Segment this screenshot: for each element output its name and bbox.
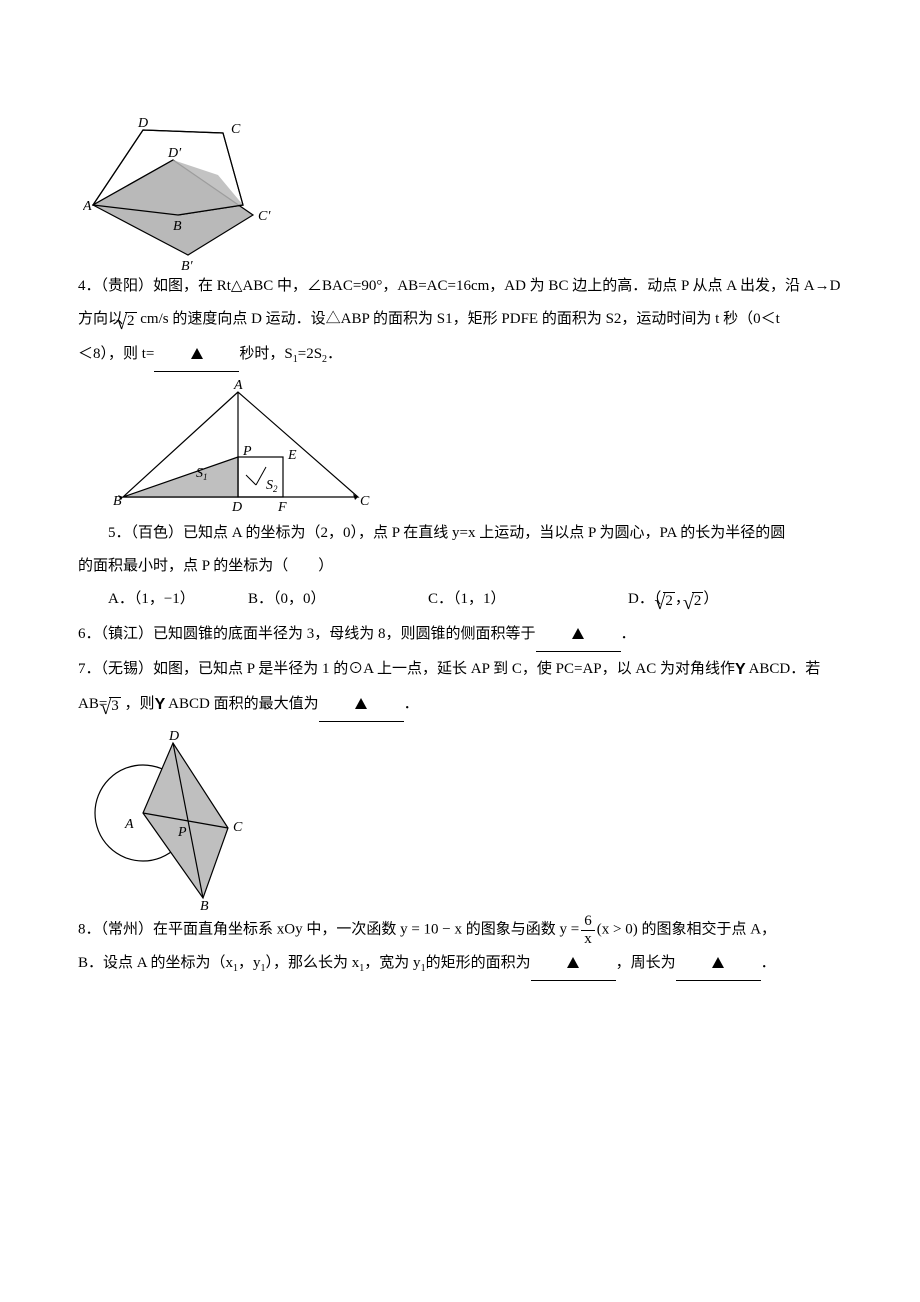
lb-S1: S xyxy=(196,466,203,481)
sqrt-2: √2 xyxy=(123,305,137,338)
lc-A: A xyxy=(124,817,134,832)
q7-l1: 7．（无锡）如图，已知点 P 是半径为 1 的⊙A 上一点，延长 AP 到 C，… xyxy=(78,661,735,677)
frac-6x: 6x xyxy=(581,913,595,947)
blank-q8b xyxy=(676,947,761,981)
q4-l3c: =2S xyxy=(298,346,322,362)
label-C: C xyxy=(231,122,241,137)
lc-D: D xyxy=(168,729,179,744)
q8-l2c: ），那么长为 x xyxy=(266,955,360,971)
tri-icon xyxy=(712,957,724,968)
tri-icon xyxy=(572,628,584,639)
blank-q8a xyxy=(531,947,616,981)
figure-circle-para: A P C D B xyxy=(83,728,842,913)
lb-D: D xyxy=(231,500,242,515)
frac-num: 6 xyxy=(581,913,595,931)
q4-l3a: ＜8），则 t= xyxy=(78,346,154,362)
svg-fig-c: A P C D B xyxy=(83,728,253,913)
q7-l2c: ABCD 面积的最大值为 xyxy=(165,696,318,712)
lc-P: P xyxy=(177,825,187,840)
q8-a: 8．（常州）在平面直角坐标系 xOy 中，一次函数 xyxy=(78,922,396,938)
q6-b: ． xyxy=(621,626,636,642)
tri-icon xyxy=(191,348,203,359)
q8-l2a: B．设点 A 的坐标为（x xyxy=(78,955,233,971)
blank-q6 xyxy=(536,618,621,652)
q5-options: A．（1，−1） B．（0，0） C．（1，1） D．（√2，√2） xyxy=(78,583,842,618)
q4-line1: 4．（贵阳）如图，在 Rt△ABC 中，∠BAC=90°，AB=AC=16cm，… xyxy=(78,270,842,303)
q8-eq1: y = 10 − x xyxy=(400,922,462,938)
parallelogram-icon-2: Y xyxy=(155,696,166,713)
lb-E: E xyxy=(287,448,297,463)
parallelogram-icon: Y xyxy=(735,661,746,678)
q6: 6．（镇江）已知圆锥的底面半径为 3，母线为 8，则圆锥的侧面积等于 ． xyxy=(78,618,842,652)
q8-l2e: 的矩形的面积为 xyxy=(426,955,531,971)
label-Cp: C′ xyxy=(258,209,271,224)
lb-S1-sub: 1 xyxy=(203,472,208,482)
q8-line1: 8．（常州）在平面直角坐标系 xOy 中，一次函数 y = 10 − x 的图象… xyxy=(78,913,842,947)
q6-a: 6．（镇江）已知圆锥的底面半径为 3，母线为 8，则圆锥的侧面积等于 xyxy=(78,626,536,642)
blank-q4 xyxy=(154,338,239,372)
q5-line1: 5．（百色）已知点 A 的坐标为（2，0），点 P 在直线 y=x 上运动，当以… xyxy=(78,517,842,550)
svg-fig-b: A B C D E F P S1 S2 xyxy=(108,377,378,517)
q8-b: 的图象与函数 xyxy=(466,922,556,938)
label-B: B xyxy=(173,219,182,234)
q5-line2: 的面积最小时，点 P 的坐标为（ ） xyxy=(78,550,842,583)
sqrt-d2: √2 xyxy=(690,585,704,618)
q7-l2d: ． xyxy=(404,696,419,712)
blank-q7 xyxy=(319,688,404,722)
opt-a: A．（1，−1） xyxy=(108,583,248,618)
lb-P: P xyxy=(242,444,252,459)
opt-b: B．（0，0） xyxy=(248,583,428,618)
q4-l3d: ． xyxy=(327,346,342,362)
lc-B: B xyxy=(200,899,209,913)
q4-line2: 方向以√2 cm/s 的速度向点 D 运动．设△ABP 的面积为 S1，矩形 P… xyxy=(78,303,842,338)
lb-F: F xyxy=(277,500,287,515)
q8-l2d: ，宽为 y xyxy=(364,955,420,971)
q7-l2b: ，则 xyxy=(121,696,155,712)
tri-icon xyxy=(567,957,579,968)
q8-l2g: ． xyxy=(761,955,776,971)
figure-triangle: A B C D E F P S1 S2 xyxy=(108,377,842,517)
opt-d-post: ） xyxy=(703,591,718,607)
label-Dp: D′ xyxy=(167,146,182,161)
opt-d: D．（√2，√2） xyxy=(628,583,718,618)
q4-l3b: 秒时，S xyxy=(239,346,292,362)
q8-eq2pre: y = xyxy=(560,922,580,938)
figure-rhombus: A B C D B′ C′ D′ xyxy=(83,115,842,270)
lb-S2-sub: 2 xyxy=(273,484,278,494)
label-D: D xyxy=(137,116,148,131)
lc-C: C xyxy=(233,820,243,835)
sqrt-3: √3 xyxy=(107,690,121,723)
svg-fig-a: A B C D B′ C′ D′ xyxy=(83,115,283,270)
q4-line3: ＜8），则 t=秒时，S1=2S2． xyxy=(78,338,842,372)
q4-l2b: cm/s 的速度向点 D 运动．设△ABP 的面积为 S1，矩形 PDFE 的面… xyxy=(137,311,780,327)
opt-c: C．（1，1） xyxy=(428,583,628,618)
q8-l2b: ，y xyxy=(238,955,261,971)
sqrt-d1: √2 xyxy=(661,585,675,618)
lb-A: A xyxy=(233,378,243,393)
q7-line2: AB=√3 ，则Y ABCD 面积的最大值为． xyxy=(78,687,842,723)
label-Bp: B′ xyxy=(181,259,194,270)
lb-S2: S xyxy=(266,478,273,493)
q7-l1b: ABCD．若 xyxy=(746,661,821,677)
label-A: A xyxy=(83,199,92,214)
q7-line1: 7．（无锡）如图，已知点 P 是半径为 1 的⊙A 上一点，延长 AP 到 C，… xyxy=(78,652,842,687)
lb-C: C xyxy=(360,494,370,509)
q8-c: 的图象相交于点 A， xyxy=(641,922,776,938)
q8-line2: B．设点 A 的坐标为（x1，y1），那么长为 x1，宽为 y1的矩形的面积为，… xyxy=(78,947,842,981)
q8-l2f: ，周长为 xyxy=(616,955,676,971)
frac-den: x xyxy=(581,931,595,948)
tri-icon xyxy=(355,698,367,709)
svg-text:S2: S2 xyxy=(266,478,278,494)
q8-eq2post: (x > 0) xyxy=(597,922,638,938)
